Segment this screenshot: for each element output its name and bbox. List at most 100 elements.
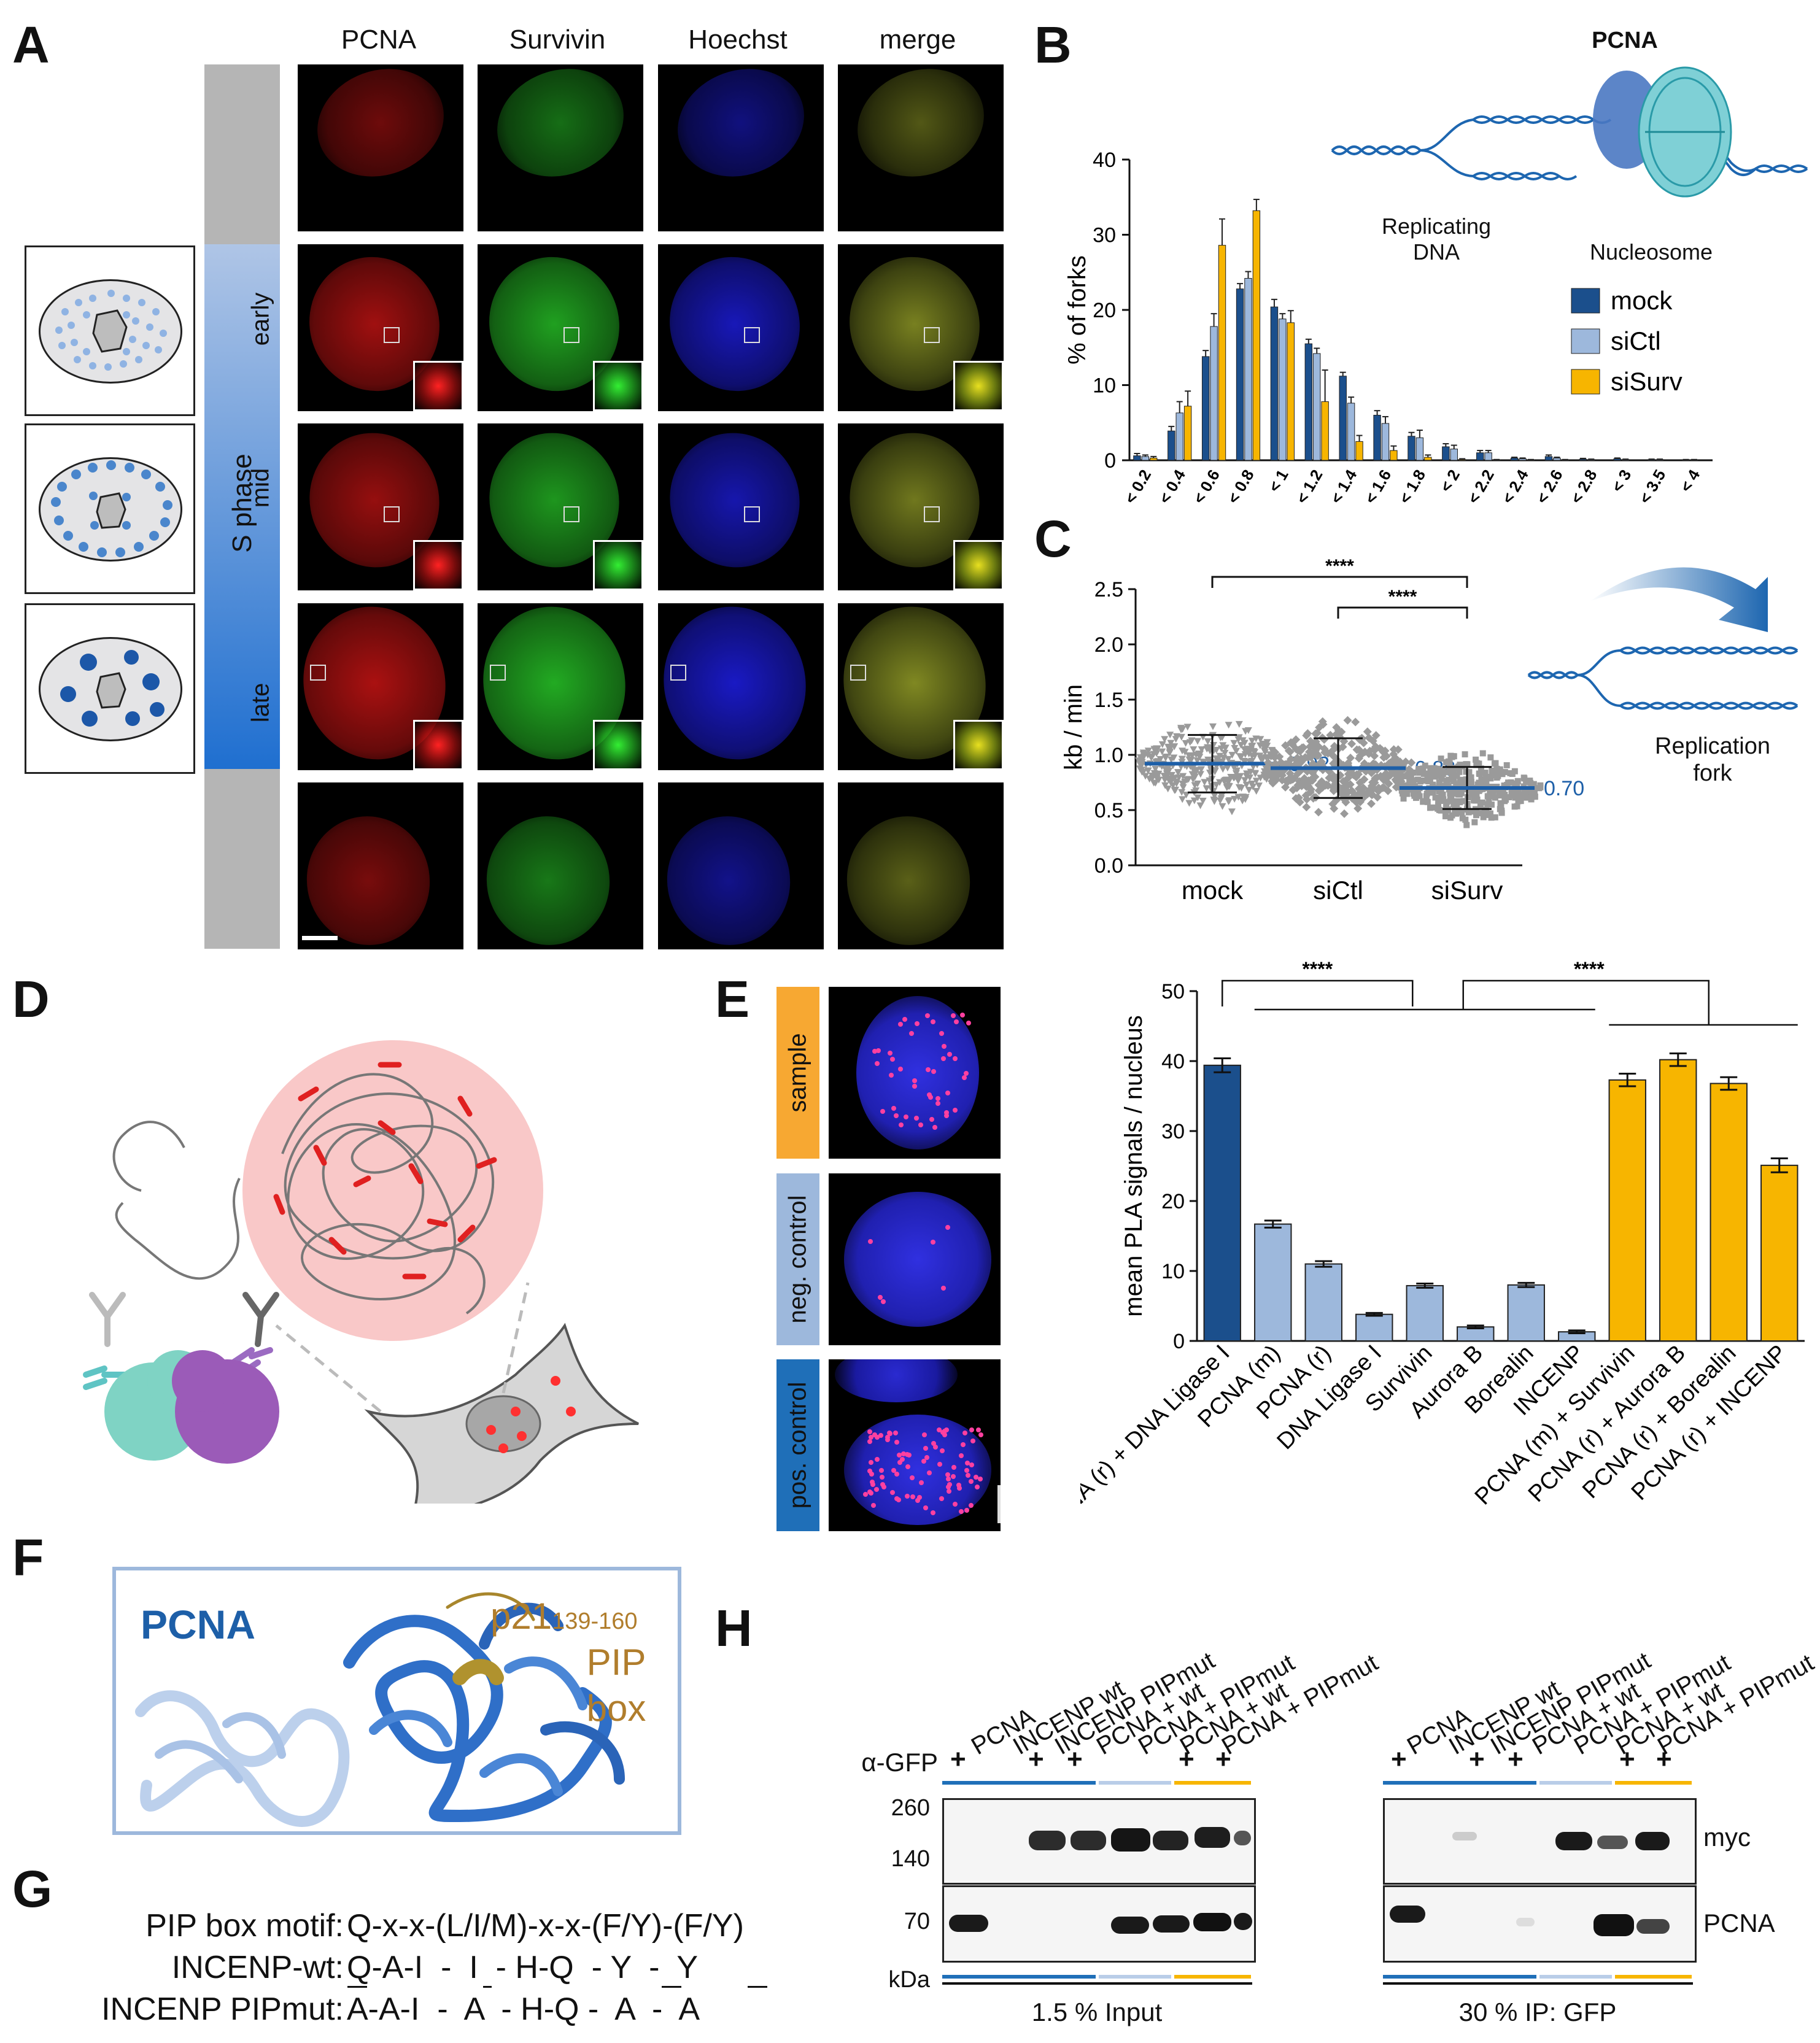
pla-signal-dot: [935, 1096, 940, 1102]
x-tick-label: < 3: [1608, 466, 1635, 495]
pla-signal-dot: [893, 1430, 899, 1435]
data-point: [1367, 790, 1376, 800]
pla-bar: [1710, 1083, 1748, 1342]
micrograph-r4-c3: [658, 603, 824, 770]
nucleus: [482, 64, 639, 194]
x-tick-label: PCNA (r) + DNA Ligase I: [1080, 1340, 1235, 1540]
data-point: [1509, 791, 1516, 798]
legend-swatch-siSurv: [1571, 369, 1600, 395]
sig-bracket-right: [1462, 979, 1710, 1025]
data-point: [1329, 759, 1338, 768]
data-point: [1450, 778, 1457, 784]
data-point: [1514, 803, 1520, 809]
pcna-structure-title: PCNA: [1592, 28, 1658, 53]
scale-bar: [302, 936, 338, 940]
micrograph-r5-c2: [478, 782, 643, 949]
data-point: [1431, 773, 1438, 780]
pla-signal-dot: [952, 1107, 958, 1113]
data-point: [1188, 752, 1196, 760]
data-point: [1356, 787, 1365, 797]
data-point: [1174, 769, 1182, 776]
panel-label-g: G: [12, 1860, 53, 1918]
data-point: [1190, 797, 1198, 805]
data-point: [1330, 741, 1339, 751]
bar-siSurv: [1252, 210, 1261, 461]
stage-early-label: early: [247, 292, 274, 346]
pla-signal-dot: [900, 1456, 905, 1462]
data-point: [1193, 767, 1201, 774]
pla-signal-dot: [921, 1459, 927, 1464]
bar-mock: [1373, 415, 1381, 461]
data-point: [1474, 760, 1481, 767]
bar-siSurv: [1218, 245, 1226, 461]
data-point: [1204, 756, 1212, 763]
data-point: [1266, 751, 1276, 760]
y-tick-label: 1.5: [1094, 689, 1123, 712]
data-point: [1248, 780, 1256, 787]
data-point: [1493, 765, 1500, 772]
scale-bar-e: [997, 1485, 1001, 1523]
zoom-region-box: [310, 665, 326, 681]
data-point: [1270, 753, 1279, 762]
zoom-inset: [593, 720, 643, 770]
data-point: [1237, 785, 1245, 792]
stage-late-label: late: [247, 682, 274, 723]
data-point: [1194, 738, 1202, 745]
pcna-structure-label: PCNA: [141, 1602, 256, 1647]
data-point: [1258, 740, 1266, 747]
y-tick-label: 2.5: [1094, 578, 1123, 601]
data-point: [1498, 768, 1504, 775]
micrograph-r1-c3: [658, 64, 824, 231]
data-point: [1450, 801, 1457, 808]
data-point: [1183, 776, 1191, 784]
data-point: [1527, 778, 1533, 784]
data-point: [1144, 747, 1152, 755]
pla-signal-dot: [867, 1469, 872, 1474]
sig-label-right: ****: [1574, 958, 1605, 980]
micrograph-r5-c3: [658, 782, 824, 949]
x-tick-label: < 0.6: [1190, 466, 1223, 507]
panel-d-pla-illustration: [83, 1040, 639, 1504]
schematic-mid: [25, 423, 195, 594]
pla-signal-dot: [929, 1117, 934, 1122]
data-point: [1343, 716, 1352, 725]
data-point: [1452, 807, 1458, 814]
s-phase-bar: [204, 244, 280, 769]
sig-label-2: ****: [1388, 587, 1417, 607]
pla-signal-dot: [878, 1433, 883, 1439]
pla-signal-dot: [931, 1069, 937, 1075]
pla-signal-dot: [874, 1457, 880, 1462]
data-point: [1432, 794, 1439, 801]
data-point: [1295, 747, 1304, 756]
data-point: [1505, 779, 1512, 786]
bar-siCtl: [1210, 326, 1218, 461]
pla-signal-dot: [932, 1124, 937, 1130]
bar-mock: [1408, 436, 1415, 461]
zoom-inset: [593, 361, 643, 411]
data-point: [1346, 780, 1355, 789]
data-point: [1218, 803, 1226, 810]
data-point: [1228, 752, 1236, 759]
pla-signal-dot: [956, 1486, 962, 1491]
data-point: [1248, 738, 1256, 745]
data-point: [1136, 761, 1144, 768]
data-point: [1139, 749, 1147, 757]
line-lightblue-bottom-left: [1099, 1975, 1171, 1979]
g1-bar: [204, 64, 280, 244]
data-point: [1230, 774, 1238, 781]
data-point: [1294, 793, 1303, 802]
data-point: [1337, 727, 1346, 736]
pla-signal-dot: [947, 1481, 952, 1487]
chart-e-svg: 0 10 20 30 40 50 mean PLA signals / nucleus PCN…: [1080, 958, 1805, 1540]
data-point: [1161, 736, 1169, 743]
pla-signal-dot: [940, 1430, 946, 1435]
pla-signal-dot: [951, 1013, 956, 1018]
data-point: [1430, 781, 1436, 788]
data-point: [1425, 787, 1431, 794]
data-point: [1500, 792, 1507, 798]
pla-signal-dot: [867, 1239, 873, 1245]
pla-signal-dot: [888, 1073, 894, 1078]
pla-signal-dot: [904, 1494, 910, 1499]
data-point: [1430, 788, 1436, 795]
data-point: [1415, 788, 1422, 795]
